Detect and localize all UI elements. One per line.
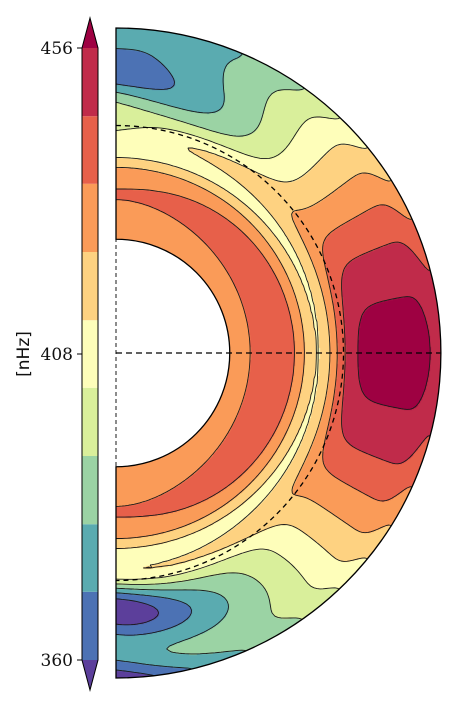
contour-line [116,188,414,518]
colorbar-ticks: 456 408 360 [41,39,82,671]
rotation-contour-plot [115,27,442,679]
contour-line [341,241,432,465]
colorbar-band [82,456,98,525]
colorbar-tick-label: 456 [41,39,73,59]
colorbar-band [82,524,98,592]
rotation-field [116,28,441,678]
contour-line [116,143,369,569]
colorbar-band [82,320,98,388]
tachocline-circle [115,124,345,582]
contour-line [116,166,393,539]
colorbar-band [82,252,98,321]
colorbar-band [82,387,98,456]
colorbar-band [82,116,98,184]
colorbar-band [82,183,98,252]
colorbar-under-arrow [82,660,98,690]
half-disk-outline [115,27,442,679]
colorbar-tick-label: 360 [41,651,73,671]
colorbar-tick-label: 408 [41,345,73,365]
colorbar: 456 408 360 [nHz] [14,16,99,692]
colorbar-band [82,48,98,117]
colorbar-bands [82,48,98,660]
contour-line [357,296,431,410]
colorbar-label: [nHz] [14,331,34,377]
contour-line [116,51,249,655]
contour-lines [116,48,432,677]
contour-line [116,48,195,671]
contour-line [116,598,160,677]
colorbar-over-arrow [82,18,98,48]
colorbar-band [82,591,98,660]
